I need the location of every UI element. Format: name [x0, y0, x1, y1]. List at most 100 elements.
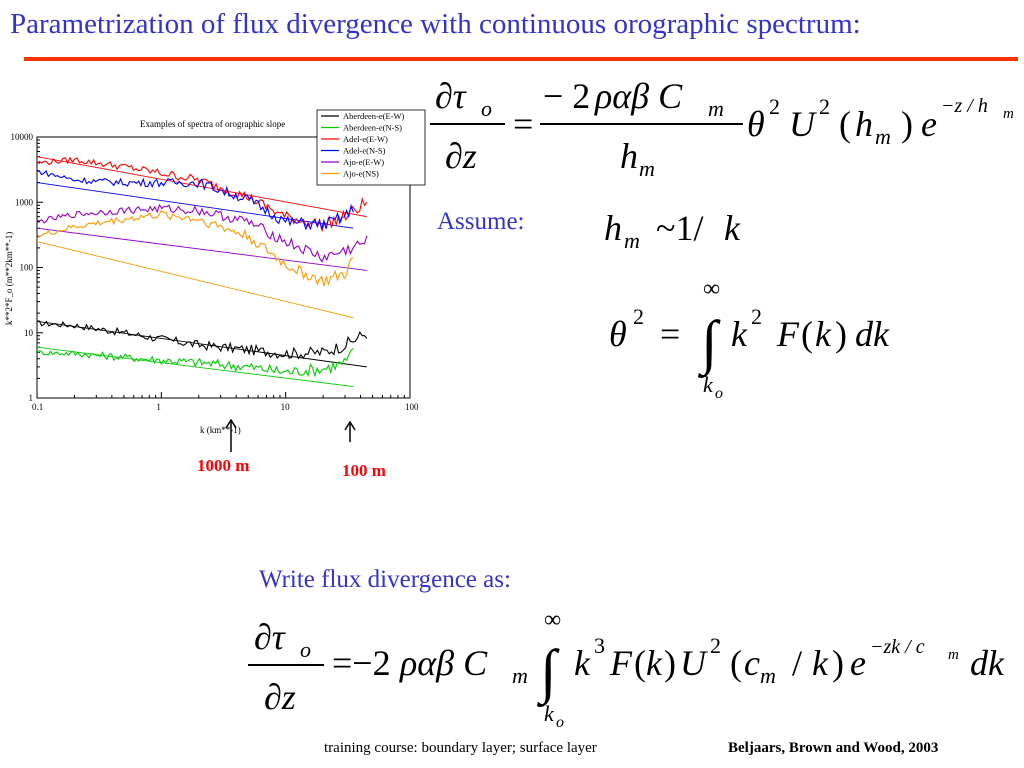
svg-text:k: k: [812, 643, 829, 683]
svg-text:e: e: [921, 104, 937, 144]
orographic-spectra-chart: Examples of spectra of orographic slope 0…: [4, 109, 426, 435]
svg-text:k: k: [731, 314, 748, 354]
equation-hm-assumption: h m ~1/ k: [604, 208, 741, 253]
svg-text:2: 2: [710, 633, 721, 658]
legend-entry: Adel-e(N-S): [343, 146, 386, 156]
svg-text:): ): [832, 643, 844, 683]
svg-text:∞: ∞: [703, 276, 720, 302]
chart-title: Examples of spectra of orographic slope: [140, 119, 285, 129]
svg-text:e: e: [850, 643, 866, 683]
y-axis-label: k**2*F_o (m**2km**-1): [4, 232, 14, 325]
svg-text:F: F: [776, 314, 800, 354]
svg-text:∂τ: ∂τ: [435, 76, 467, 116]
legend-entry: Aberdeen-e(N-S): [343, 123, 402, 133]
x-tick-label: 0.1: [32, 402, 43, 412]
svg-text:(: (: [634, 643, 646, 683]
footer-citation: Beljaars, Brown and Wood, 2003: [728, 740, 939, 756]
fit-line: [36, 241, 354, 319]
svg-text:m: m: [512, 663, 528, 688]
svg-text:=: =: [513, 104, 533, 144]
svg-text:2: 2: [633, 304, 644, 329]
svg-text:∫: ∫: [537, 638, 560, 708]
svg-text:m: m: [639, 156, 655, 181]
y-tick-label: 1: [29, 393, 34, 403]
svg-text:o: o: [556, 714, 564, 730]
svg-text:c: c: [744, 643, 760, 683]
svg-text:h: h: [604, 208, 622, 248]
legend-entry: Adel-e(E-W): [343, 134, 388, 144]
svg-text:2: 2: [751, 304, 762, 329]
footer-course: training course: boundary layer; surface…: [324, 740, 597, 756]
series-line-ajo-e-ns-: [36, 209, 354, 287]
svg-text:=−2: =−2: [332, 643, 391, 683]
svg-text:∂z: ∂z: [445, 136, 477, 176]
svg-text:=: =: [660, 314, 680, 354]
x-axis-label: k (km**-1): [200, 425, 241, 435]
svg-text:m: m: [760, 663, 776, 688]
svg-text:(: (: [730, 643, 742, 683]
svg-text:): ): [664, 643, 676, 683]
svg-text:∫: ∫: [698, 309, 721, 379]
arrow-label-100m: 100 m: [342, 461, 386, 480]
fit-line: [36, 182, 354, 229]
svg-text:3: 3: [594, 633, 605, 658]
svg-text:m: m: [1003, 106, 1014, 122]
equation-flux-divergence: ∂τ o ∂z =−2 ραβ C m ∞ ∫ k o k 3 F ( k ) …: [248, 607, 1005, 730]
svg-text:U: U: [789, 104, 817, 144]
svg-text:U: U: [680, 643, 708, 683]
legend-entry: Ajo-e(NS): [343, 169, 379, 179]
svg-text:~1/: ~1/: [656, 208, 703, 248]
legend-entry: Aberdeen-e(E-W): [343, 111, 405, 121]
series-line-aberdeen-e-e-w-: [36, 320, 368, 360]
write-flux-label: Write flux divergence as:: [259, 566, 511, 593]
series-line-adel-e-n-s-: [36, 170, 354, 231]
svg-text:o: o: [481, 96, 492, 121]
svg-text:F: F: [609, 643, 633, 683]
svg-text:− 2: − 2: [543, 76, 590, 116]
svg-text:h: h: [855, 104, 873, 144]
svg-text:∂z: ∂z: [264, 677, 296, 717]
legend-entry: Ajo-e(E-W): [343, 157, 384, 167]
svg-text:h: h: [620, 136, 638, 176]
x-tick-label: 100: [405, 402, 419, 412]
svg-text:/: /: [792, 643, 802, 683]
series-line-ajo-e-e-w-: [36, 203, 368, 263]
svg-text:): ): [901, 104, 913, 144]
svg-text:k: k: [815, 314, 832, 354]
legend-box: [316, 109, 426, 186]
svg-text:θ: θ: [609, 314, 627, 354]
svg-text:(: (: [839, 104, 851, 144]
svg-text:θ: θ: [747, 104, 765, 144]
x-tick-label: 10: [281, 402, 291, 412]
svg-text:k: k: [703, 372, 714, 397]
svg-text:m: m: [624, 228, 640, 253]
x-tick-label: 1: [156, 402, 161, 412]
title-underline: [24, 57, 1018, 61]
fit-line: [36, 227, 367, 271]
svg-text:k: k: [724, 208, 741, 248]
arrow-100m-icon: [344, 420, 356, 442]
slide-title: Parametrization of flux divergence with …: [10, 8, 861, 40]
equation-theta-integral: θ 2 = ∞ ∫ k o k 2 F ( k ) dk: [609, 276, 890, 401]
svg-text:m: m: [948, 647, 959, 663]
assume-label: Assume:: [437, 208, 525, 235]
arrow-label-1000m: 1000 m: [197, 456, 250, 475]
fit-line: [36, 156, 367, 218]
svg-text:−zk / c: −zk / c: [870, 636, 925, 658]
series-line-aberdeen-e-n-s-: [36, 348, 354, 378]
svg-text:dk: dk: [970, 643, 1005, 683]
svg-text:∂τ: ∂τ: [254, 617, 286, 657]
y-tick-label: 100: [20, 263, 34, 273]
svg-text:k: k: [574, 643, 591, 683]
arrow-1000m-icon: [225, 418, 237, 452]
svg-text:k: k: [544, 701, 555, 726]
y-tick-label: 10: [24, 328, 34, 338]
svg-text:o: o: [715, 385, 723, 401]
svg-text:k: k: [646, 643, 663, 683]
svg-text:2: 2: [769, 94, 780, 119]
svg-text:m: m: [875, 124, 891, 149]
y-tick-label: 10000: [11, 132, 34, 142]
svg-text:dk: dk: [855, 314, 890, 354]
svg-text:ραβ C: ραβ C: [594, 76, 683, 116]
